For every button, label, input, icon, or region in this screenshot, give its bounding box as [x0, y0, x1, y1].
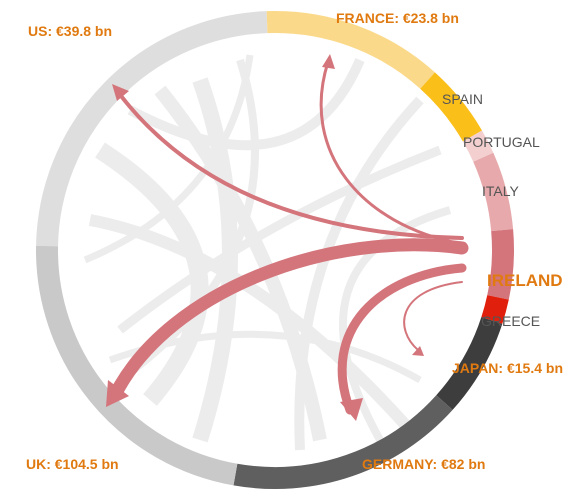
label-spain: SPAIN: [442, 91, 483, 107]
ghost-chord: [117, 145, 442, 334]
flow-ireland-to-germany[interactable]: [337, 263, 467, 415]
label-uk: UK: €104.5 bn: [26, 456, 119, 472]
arrowhead-germany: [340, 398, 363, 421]
arc-us[interactable]: [36, 11, 268, 247]
arc-portugal[interactable]: [462, 130, 494, 162]
label-italy: ITALY: [482, 183, 519, 199]
arc-ireland[interactable]: [487, 229, 514, 300]
arrowhead-japan: [412, 346, 424, 356]
flow-ireland-to-us[interactable]: [116, 90, 464, 240]
arc-spain[interactable]: [420, 72, 482, 142]
label-greece: GREECE: [481, 313, 540, 329]
background-chords: [83, 54, 452, 451]
arc-italy[interactable]: [473, 152, 514, 232]
ghost-chord: [127, 58, 365, 151]
flow-arrowheads: [106, 54, 424, 421]
ireland-flows: [109, 60, 469, 415]
label-portugal: PORTUGAL: [463, 134, 540, 150]
arc-germany[interactable]: [233, 395, 453, 489]
flow-ireland-to-uk[interactable]: [109, 238, 469, 400]
labels: US: €39.8 bn FRANCE: €23.8 bn SPAIN PORT…: [26, 10, 563, 472]
arc-greece[interactable]: [481, 294, 509, 324]
arrowhead-us: [112, 84, 129, 101]
label-france: FRANCE: €23.8 bn: [336, 10, 459, 26]
flow-ireland-to-france[interactable]: [319, 60, 464, 246]
ghost-chord: [192, 77, 238, 443]
ghost-chord: [338, 206, 452, 442]
ghost-chord: [117, 58, 259, 384]
flow-ireland-to-japan[interactable]: [403, 281, 463, 351]
label-germany: GERMANY: €82 bn: [362, 456, 485, 472]
arc-france[interactable]: [266, 11, 435, 89]
label-us: US: €39.8 bn: [28, 23, 112, 39]
ghost-chord: [95, 142, 209, 406]
ghost-chord: [154, 85, 327, 442]
ghost-chord: [88, 214, 415, 434]
ghost-chord: [83, 54, 254, 264]
label-japan: JAPAN: €15.4 bn: [452, 360, 563, 376]
arc-japan[interactable]: [436, 316, 503, 410]
label-ireland: IRELAND: [487, 271, 563, 290]
arrowhead-france: [322, 54, 335, 69]
arc-uk[interactable]: [36, 245, 238, 486]
outer-ring: [36, 11, 514, 489]
arrowhead-uk: [106, 380, 129, 407]
